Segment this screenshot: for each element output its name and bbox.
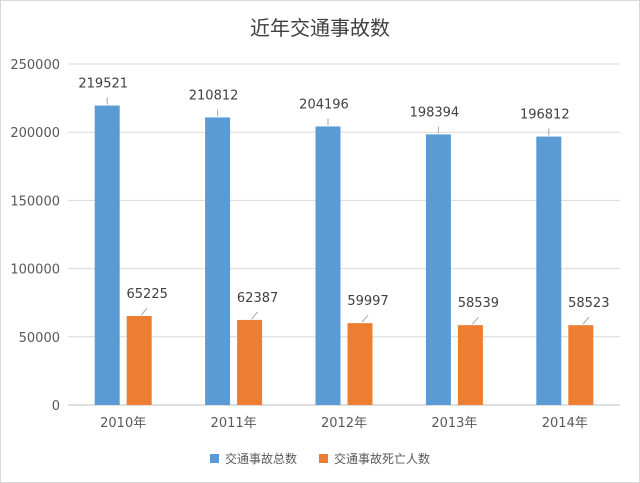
y-tick-label: 150000 (10, 194, 60, 209)
bar-deaths (347, 323, 373, 405)
x-tick-label: 2013年 (431, 416, 477, 431)
data-label-deaths: 58523 (568, 296, 609, 311)
x-tick-label: 2011年 (211, 416, 257, 431)
data-label-total: 198394 (410, 105, 460, 120)
leader-line (361, 314, 369, 323)
y-tick-label: 200000 (10, 126, 60, 141)
data-label-total: 210812 (189, 88, 239, 103)
legend-label-total: 交通事故总数 (224, 452, 297, 466)
bar-total (94, 105, 120, 405)
leader-line (140, 307, 148, 316)
bar-deaths (237, 319, 263, 405)
bar-total (205, 117, 231, 406)
data-label-total: 204196 (299, 97, 349, 112)
bar-deaths (568, 325, 594, 405)
y-tick-label: 50000 (19, 331, 60, 346)
data-label-deaths: 58539 (458, 296, 499, 311)
x-tick-label: 2012年 (321, 416, 367, 431)
y-tick-label: 100000 (10, 263, 60, 278)
x-tick-label: 2010年 (100, 416, 146, 431)
y-tick-label: 0 (52, 399, 60, 414)
data-label-deaths: 65225 (127, 287, 168, 302)
chart-legend: 交通事故总数 交通事故死亡人数 (0, 450, 640, 467)
legend-swatch-deaths (319, 454, 328, 463)
bar-total (315, 126, 341, 405)
x-tick-label: 2014年 (542, 416, 588, 431)
legend-item-total: 交通事故总数 (209, 450, 297, 467)
data-label-deaths: 62387 (237, 291, 278, 306)
y-tick-label: 250000 (10, 58, 60, 73)
leader-line (472, 316, 479, 325)
bar-deaths (457, 325, 483, 405)
bar-total (425, 134, 451, 406)
bar-deaths (126, 316, 152, 405)
data-label-total: 196812 (520, 108, 570, 123)
data-label-deaths: 59997 (347, 294, 388, 309)
legend-label-deaths: 交通事故死亡人数 (334, 452, 431, 466)
data-label-total: 219521 (78, 77, 128, 92)
leader-line (582, 316, 590, 325)
bar-total (536, 136, 562, 405)
legend-swatch-total (209, 454, 219, 463)
chart-title: 近年交通事故数 (250, 16, 390, 40)
legend-item-deaths: 交通事故死亡人数 (319, 450, 430, 467)
leader-line (251, 311, 258, 320)
